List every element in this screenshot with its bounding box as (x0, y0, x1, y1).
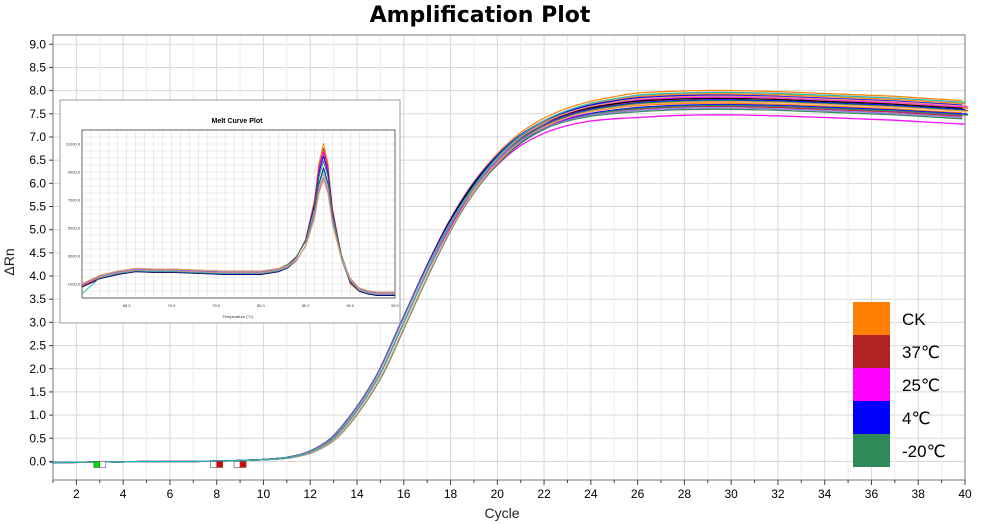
inset-x-axis: 65.0 70.0 75.0 80.0 85.0 90.0 95.0 (123, 303, 400, 308)
threshold-marker (216, 461, 223, 468)
legend: CK 37℃ 25℃ 4℃ -20℃ (853, 302, 946, 467)
x-tick-label: 4 (120, 487, 127, 501)
x-axis: 2 4 6 8 10 12 14 16 18 20 22 24 26 28 30 32 34 36 38 40 (52, 480, 972, 501)
x-tick-label: 40 (958, 487, 972, 501)
inset-y-tick-label: 11000.0 (66, 142, 81, 147)
y-tick-label: 5.5 (29, 200, 46, 214)
inset-title: Melt Curve Plot (212, 118, 264, 125)
y-tick-label: 1.5 (29, 385, 46, 399)
threshold-marker (210, 461, 217, 468)
legend-swatch (853, 302, 890, 335)
x-tick-label: 6 (167, 487, 174, 501)
legend-swatch (853, 368, 890, 401)
inset-series-line (81, 179, 395, 293)
inset-y-tick-label: 5000.0 (68, 226, 81, 231)
x-tick-label: 20 (491, 487, 505, 501)
y-tick-label: 3.5 (29, 292, 46, 306)
inset-x-tick-label: 90.0 (346, 303, 355, 308)
melt-curve-inset: Melt Curve Plot 11000.0 9000.0 7000.0 5000.… (59, 99, 401, 324)
y-tick-label: 4.5 (29, 246, 46, 260)
inset-background (59, 99, 401, 324)
x-tick-label: 22 (537, 487, 551, 501)
x-tick-label: 38 (912, 487, 926, 501)
chart-title: Amplification Plot (370, 3, 591, 28)
x-tick-label: 30 (724, 487, 738, 501)
x-tick-label: 16 (397, 487, 411, 501)
x-axis-label: Cycle (484, 505, 519, 521)
inset-y-tick-label: 9000.0 (68, 170, 81, 175)
y-tick-label: 0.5 (29, 431, 46, 445)
y-tick-label: 3.0 (29, 315, 46, 329)
x-tick-label: 36 (865, 487, 879, 501)
y-tick-label: 2.5 (29, 339, 46, 353)
inset-x-tick-label: 85.0 (302, 303, 311, 308)
y-axis: 9.0 8.5 8.0 7.5 7.0 6.5 6.0 5.5 5.0 4.5 4.0 3.5 3.0 2… (29, 37, 53, 468)
y-axis-label: ΔRn (1, 248, 17, 275)
x-tick-label: 18 (444, 487, 458, 501)
y-tick-label: 1.0 (29, 408, 46, 422)
y-tick-label: 0.0 (29, 454, 46, 468)
y-tick-label: 9.0 (29, 37, 46, 51)
inset-x-axis-label: Temperature (°C) (223, 314, 254, 319)
legend-label: 4℃ (902, 409, 931, 428)
y-tick-label: 8.5 (29, 60, 46, 74)
inset-plot-frame (81, 129, 396, 299)
y-tick-label: 7.0 (29, 130, 46, 144)
threshold-marker (233, 461, 241, 468)
threshold-marker (93, 461, 101, 468)
threshold-markers (93, 461, 247, 468)
x-tick-label: 26 (631, 487, 645, 501)
inset-x-tick-label: 70.0 (168, 303, 177, 308)
inset-x-tick-label: 75.0 (212, 303, 221, 308)
series-line (52, 91, 966, 464)
threshold-marker (239, 461, 247, 468)
legend-swatch (853, 434, 890, 467)
series-lines (50, 89, 968, 464)
x-tick-label: 34 (818, 487, 832, 501)
inset-series-lines (81, 143, 395, 296)
y-tick-label: 2.0 (29, 362, 46, 376)
x-tick-label: 28 (678, 487, 692, 501)
x-tick-label: 12 (304, 487, 318, 501)
inset-x-tick-label: 80.0 (257, 303, 266, 308)
legend-label: -20℃ (902, 442, 946, 461)
legend-swatch (853, 335, 890, 368)
y-tick-label: 8.0 (29, 84, 46, 98)
inset-y-tick-label: 3000.0 (68, 254, 81, 259)
y-tick-label: 7.5 (29, 107, 46, 121)
y-tick-label: 6.5 (29, 153, 46, 167)
x-tick-label: 10 (257, 487, 271, 501)
x-tick-label: 2 (73, 487, 80, 501)
threshold-marker (99, 461, 107, 468)
inset-y-tick-label: 7000.0 (68, 198, 81, 203)
inset-y-axis: 11000.0 9000.0 7000.0 5000.0 3000.0 1000.0 (66, 142, 81, 287)
x-tick-label: 32 (771, 487, 785, 501)
plot-frame (52, 34, 966, 481)
inset-x-tick-label: 95.0 (391, 303, 400, 308)
y-tick-label: 6.0 (29, 176, 46, 190)
y-tick-label: 4.0 (29, 269, 46, 283)
inset-y-tick-label: 1000.0 (68, 282, 81, 287)
y-tick-label: 5.0 (29, 223, 46, 237)
legend-label: 25℃ (902, 376, 940, 395)
legend-label: CK (902, 310, 926, 329)
x-tick-label: 14 (350, 487, 364, 501)
legend-swatch (853, 401, 890, 434)
inset-x-tick-label: 65.0 (123, 303, 132, 308)
legend-label: 37℃ (902, 343, 940, 362)
x-tick-label: 8 (213, 487, 220, 501)
x-tick-label: 24 (584, 487, 598, 501)
